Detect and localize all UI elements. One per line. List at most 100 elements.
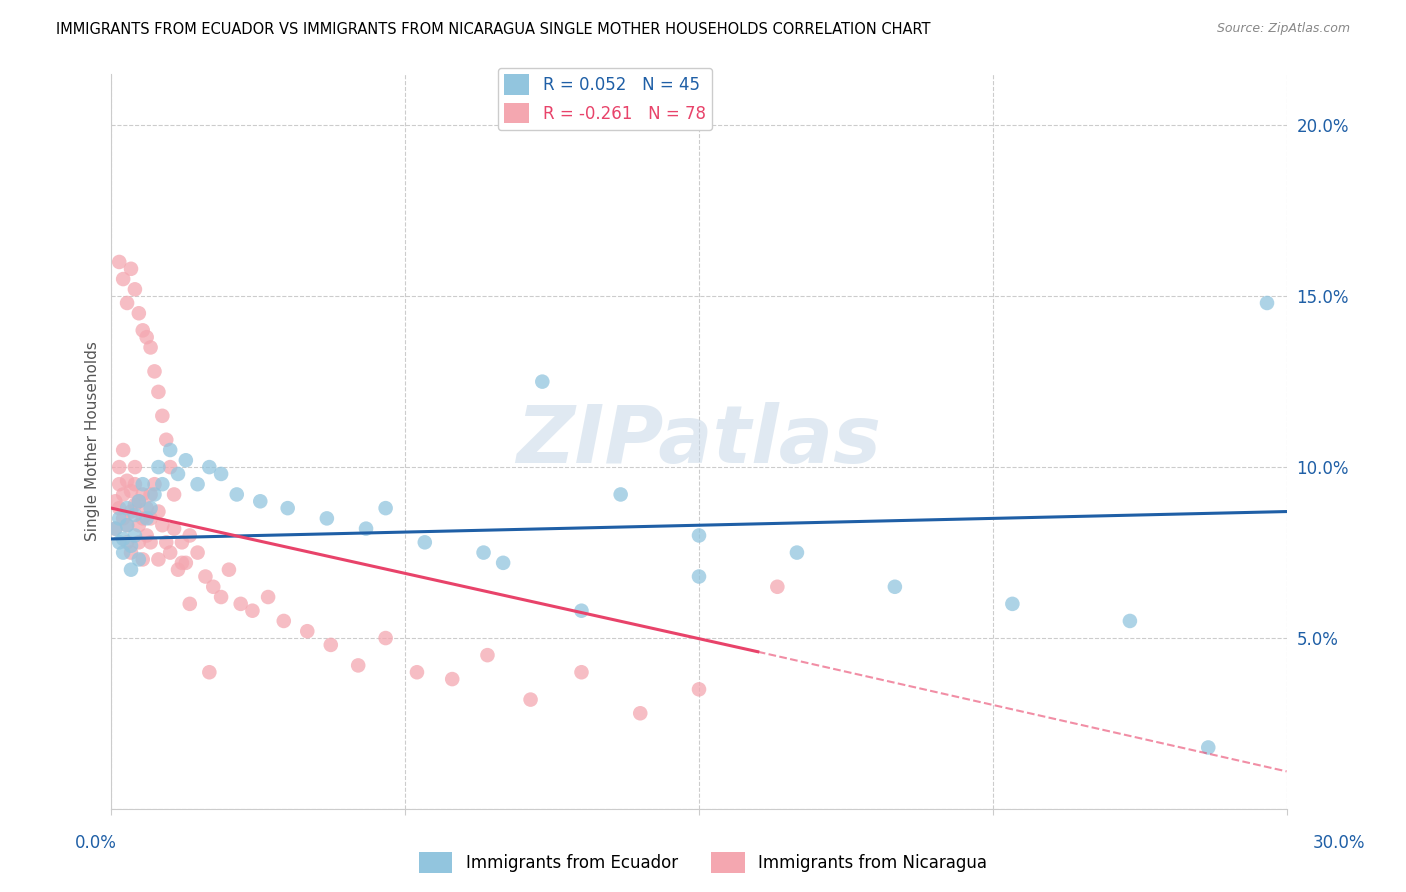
Point — [609, 487, 631, 501]
Point — [124, 528, 146, 542]
Point — [108, 511, 131, 525]
Point — [139, 511, 162, 525]
Point — [108, 255, 131, 269]
Point — [883, 580, 905, 594]
Point — [132, 323, 155, 337]
Point — [120, 539, 142, 553]
Point — [148, 384, 170, 399]
Point — [167, 467, 190, 481]
Point — [202, 580, 225, 594]
Point — [128, 552, 150, 566]
Point — [148, 460, 170, 475]
Point — [187, 545, 209, 559]
Point — [179, 597, 201, 611]
Text: 30.0%: 30.0% — [1312, 834, 1365, 852]
Point — [374, 501, 396, 516]
Point — [229, 597, 252, 611]
Point — [128, 535, 150, 549]
Point — [170, 535, 193, 549]
Point — [174, 453, 197, 467]
Point — [128, 494, 150, 508]
Point — [174, 556, 197, 570]
Point — [124, 282, 146, 296]
Point — [132, 552, 155, 566]
Point — [347, 658, 370, 673]
Point — [104, 522, 127, 536]
Point — [571, 604, 593, 618]
Point — [472, 545, 495, 559]
Point — [179, 528, 201, 542]
Point — [139, 341, 162, 355]
Point — [209, 590, 232, 604]
Point — [108, 477, 131, 491]
Point — [319, 638, 342, 652]
Point — [170, 556, 193, 570]
Point — [139, 535, 162, 549]
Point — [120, 504, 142, 518]
Point — [132, 487, 155, 501]
Point — [115, 296, 138, 310]
Point — [143, 364, 166, 378]
Point — [115, 518, 138, 533]
Point — [492, 556, 515, 570]
Point — [143, 477, 166, 491]
Point — [159, 545, 181, 559]
Point — [120, 261, 142, 276]
Point — [688, 682, 710, 697]
Point — [128, 494, 150, 508]
Point — [115, 518, 138, 533]
Point — [112, 442, 135, 457]
Point — [135, 511, 157, 525]
Text: IMMIGRANTS FROM ECUADOR VS IMMIGRANTS FROM NICARAGUA SINGLE MOTHER HOUSEHOLDS CO: IMMIGRANTS FROM ECUADOR VS IMMIGRANTS FR… — [56, 22, 931, 37]
Point — [120, 545, 142, 559]
Point — [112, 487, 135, 501]
Point — [159, 442, 181, 457]
Point — [120, 483, 142, 498]
Point — [112, 545, 135, 559]
Point — [112, 532, 135, 546]
Point — [441, 672, 464, 686]
Point — [112, 511, 135, 525]
Point — [104, 522, 127, 536]
Point — [124, 498, 146, 512]
Point — [249, 494, 271, 508]
Point — [571, 665, 593, 680]
Point — [155, 433, 177, 447]
Point — [406, 665, 429, 680]
Point — [167, 563, 190, 577]
Point — [108, 535, 131, 549]
Point — [1001, 597, 1024, 611]
Point — [128, 518, 150, 533]
Point — [115, 535, 138, 549]
Legend: Immigrants from Ecuador, Immigrants from Nicaragua: Immigrants from Ecuador, Immigrants from… — [412, 846, 994, 880]
Point — [688, 569, 710, 583]
Point — [139, 487, 162, 501]
Point — [209, 467, 232, 481]
Text: ZIPatlas: ZIPatlas — [516, 402, 882, 481]
Point — [1197, 740, 1219, 755]
Point — [198, 665, 221, 680]
Point — [148, 552, 170, 566]
Point — [148, 504, 170, 518]
Point — [354, 522, 377, 536]
Y-axis label: Single Mother Households: Single Mother Households — [86, 342, 100, 541]
Point — [519, 692, 541, 706]
Point — [128, 306, 150, 320]
Point — [112, 272, 135, 286]
Point — [108, 460, 131, 475]
Point — [766, 580, 789, 594]
Point — [163, 522, 186, 536]
Legend: R = 0.052   N = 45, R = -0.261   N = 78: R = 0.052 N = 45, R = -0.261 N = 78 — [498, 68, 713, 130]
Point — [242, 604, 264, 618]
Point — [115, 501, 138, 516]
Point — [159, 460, 181, 475]
Point — [374, 631, 396, 645]
Point — [688, 528, 710, 542]
Point — [628, 706, 651, 721]
Point — [273, 614, 295, 628]
Point — [225, 487, 247, 501]
Point — [218, 563, 240, 577]
Point — [277, 501, 299, 516]
Point — [120, 563, 142, 577]
Point — [135, 330, 157, 344]
